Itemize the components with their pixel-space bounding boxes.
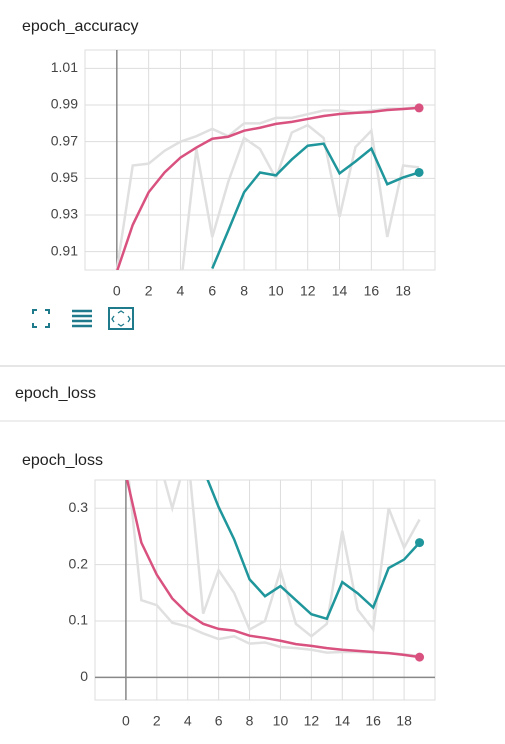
toolbar [32, 307, 134, 330]
data-icon[interactable] [72, 309, 92, 328]
plot [125, 480, 421, 659]
series-line [116, 106, 420, 270]
x-tick-label: 2 [153, 713, 161, 729]
x-tick-label: 18 [395, 283, 411, 299]
x-tick-label: 10 [268, 283, 284, 299]
x-tick-label: 0 [122, 713, 130, 729]
x-tick-label: 8 [240, 283, 248, 299]
series-line [181, 123, 420, 270]
x-tick-label: 2 [145, 283, 153, 299]
fullscreen-icon[interactable] [32, 309, 50, 328]
x-tick-label: 0 [113, 283, 121, 299]
x-tick-label: 8 [246, 713, 254, 729]
x-tick-label: 16 [364, 283, 380, 299]
x-tick-label: 6 [208, 283, 216, 299]
x-tick-label: 4 [184, 713, 192, 729]
y-tick-label: 0 [80, 668, 88, 684]
series-line [115, 105, 420, 270]
y-tick-label: 0.1 [69, 612, 89, 628]
y-tick-label: 0.3 [69, 499, 89, 515]
series-line [163, 480, 421, 638]
x-tick-label: 6 [215, 713, 223, 729]
x-tick-label: 16 [365, 713, 381, 729]
end-point [415, 538, 425, 548]
chart: 0 0.1 0.2 0.3 0 2 4 6 8 10 12 14 16 18 [69, 479, 436, 729]
end-point [415, 652, 425, 662]
plot-frame [94, 479, 436, 701]
end-point [414, 167, 424, 177]
series-line [206, 480, 421, 621]
x-tick-label: 14 [334, 713, 350, 729]
y-tick-label: 0.93 [51, 206, 78, 222]
y-tick-label: 0.2 [69, 555, 89, 571]
series-line [127, 480, 420, 658]
x-tick-label: 4 [177, 283, 185, 299]
y-tick-label: 0.97 [51, 132, 78, 148]
series-line [125, 480, 420, 659]
chart: 0.91 0.93 0.95 0.97 0.99 1.01 0 2 4 6 8 10 12 14 16 18 [51, 49, 436, 299]
y-tick-label: 0.91 [51, 242, 78, 258]
x-tick-label: 18 [396, 713, 412, 729]
end-point [414, 103, 424, 113]
chart-title: epoch_accuracy [22, 18, 139, 35]
section-title: epoch_loss [15, 385, 96, 402]
y-tick-label: 0.95 [51, 169, 78, 185]
x-tick-label: 12 [300, 283, 316, 299]
y-tick-label: 1.01 [51, 59, 78, 75]
x-tick-label: 14 [332, 283, 348, 299]
chart-title: epoch_loss [22, 452, 103, 469]
series-line [211, 142, 420, 270]
plot [115, 105, 420, 270]
x-tick-label: 12 [304, 713, 320, 729]
fit-icon[interactable] [108, 307, 134, 330]
x-tick-label: 10 [273, 713, 289, 729]
y-tick-label: 0.99 [51, 96, 78, 112]
plot-frame [84, 49, 436, 271]
